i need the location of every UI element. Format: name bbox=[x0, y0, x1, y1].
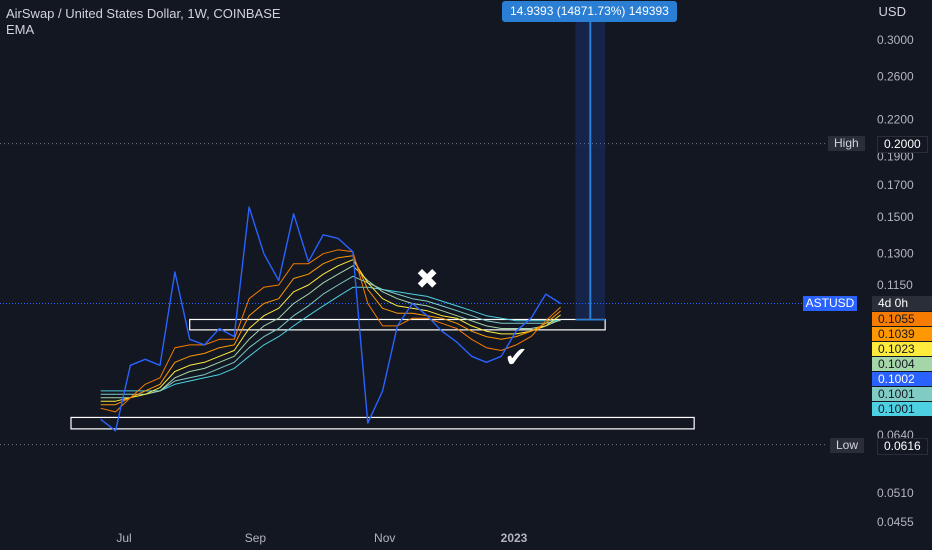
y-tick-label: 0.1150 bbox=[877, 278, 913, 292]
y-tick-label: 0.2600 bbox=[877, 70, 914, 84]
x-tick-label: Jul bbox=[116, 531, 131, 545]
ema-value-tag: 0.1055 bbox=[872, 312, 932, 326]
indicator-label[interactable]: EMA bbox=[6, 22, 35, 37]
zone-rect bbox=[189, 318, 606, 331]
y-tick-label: 0.1900 bbox=[877, 150, 914, 164]
y-tick-label: 0.0510 bbox=[877, 486, 914, 500]
y-tick-label: 0.1300 bbox=[877, 247, 914, 261]
low-label: Low bbox=[830, 438, 865, 453]
chart-legend: AirSwap / United States Dollar, 1W, COIN… bbox=[6, 6, 281, 38]
y-tick-label: 0.1700 bbox=[877, 178, 914, 192]
x-mark: ✖ bbox=[415, 262, 438, 295]
y-tick-label: 0.1500 bbox=[877, 210, 914, 224]
low-value: 0.0616 bbox=[877, 438, 928, 455]
x-tick-label: 2023 bbox=[501, 531, 528, 545]
ema-line bbox=[100, 286, 561, 392]
ema-value-tag: 0.1001 bbox=[872, 387, 932, 401]
symbol-tag: ASTUSD bbox=[803, 296, 857, 311]
y-tick-label: 0.0455 bbox=[877, 515, 914, 529]
x-tick-label: Sep bbox=[245, 531, 267, 545]
ema-value-tag: 0.1002 bbox=[872, 372, 932, 386]
ema-value-tag: 0.1023 bbox=[872, 342, 932, 356]
ema-value-tag: 0.1004 bbox=[872, 357, 932, 371]
price-axis bbox=[868, 0, 932, 550]
check-mark: ✔ bbox=[504, 340, 527, 373]
measure-label: 14.9393 (14871.73%) 149393 bbox=[502, 1, 677, 22]
countdown-tag: 4d 0h bbox=[872, 296, 932, 311]
ema-line bbox=[100, 265, 561, 399]
high-value: 0.2000 bbox=[877, 136, 928, 153]
ema-value-tag: 0.1001 bbox=[872, 402, 932, 416]
price-line bbox=[100, 206, 561, 432]
chart-title[interactable]: AirSwap / United States Dollar, 1W, COIN… bbox=[6, 6, 281, 21]
ema-line bbox=[100, 255, 561, 406]
currency-label: USD bbox=[878, 4, 906, 19]
ema-line bbox=[100, 249, 561, 413]
y-tick-label: 0.3000 bbox=[877, 33, 914, 47]
high-label: High bbox=[828, 136, 865, 151]
ema-line bbox=[100, 275, 561, 395]
zone-rect bbox=[70, 416, 695, 430]
x-tick-label: Nov bbox=[374, 531, 395, 545]
ema-value-tag: 0.1039 bbox=[872, 327, 932, 341]
ema-line bbox=[100, 259, 561, 402]
y-tick-label: 0.2200 bbox=[877, 112, 914, 126]
